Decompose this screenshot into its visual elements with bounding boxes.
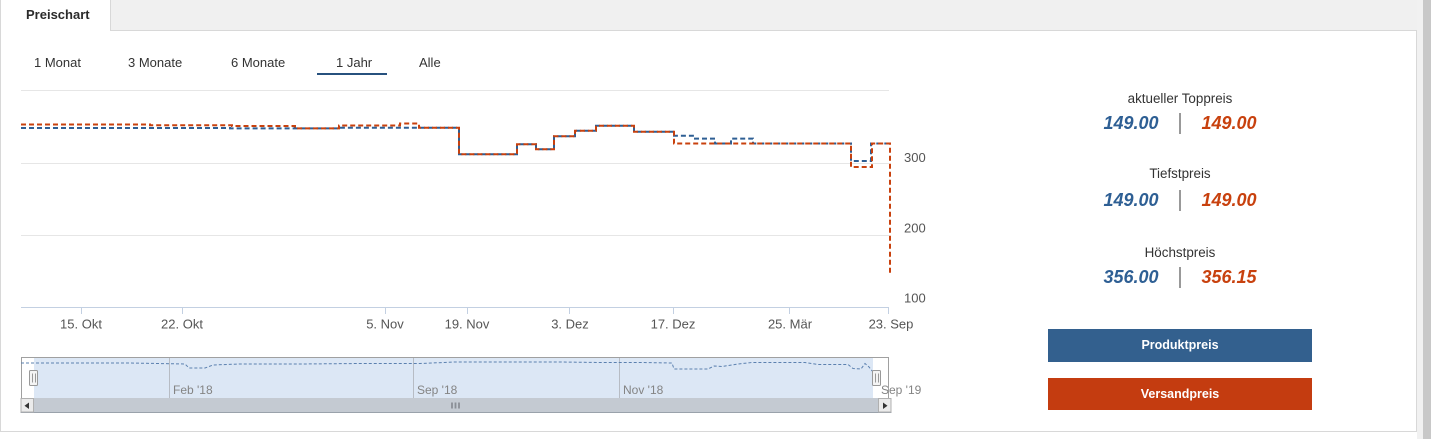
svg-text:Nov '18: Nov '18 xyxy=(623,383,664,397)
svg-text:3. Dez: 3. Dez xyxy=(551,317,589,332)
svg-text:Sep '18: Sep '18 xyxy=(417,383,458,397)
svg-text:15. Okt: 15. Okt xyxy=(60,317,102,332)
svg-text:200: 200 xyxy=(904,221,926,236)
svg-text:23. Sep: 23. Sep xyxy=(869,317,914,332)
svg-text:22. Okt: 22. Okt xyxy=(161,317,203,332)
svg-text:100: 100 xyxy=(904,291,926,306)
svg-text:25. Mär: 25. Mär xyxy=(768,317,813,332)
svg-text:Sep '19: Sep '19 xyxy=(881,383,922,397)
svg-text:Feb '18: Feb '18 xyxy=(173,383,213,397)
svg-text:5. Nov: 5. Nov xyxy=(366,317,404,332)
svg-text:300: 300 xyxy=(904,150,926,165)
svg-text:19. Nov: 19. Nov xyxy=(445,317,490,332)
svg-text:17. Dez: 17. Dez xyxy=(651,317,696,332)
